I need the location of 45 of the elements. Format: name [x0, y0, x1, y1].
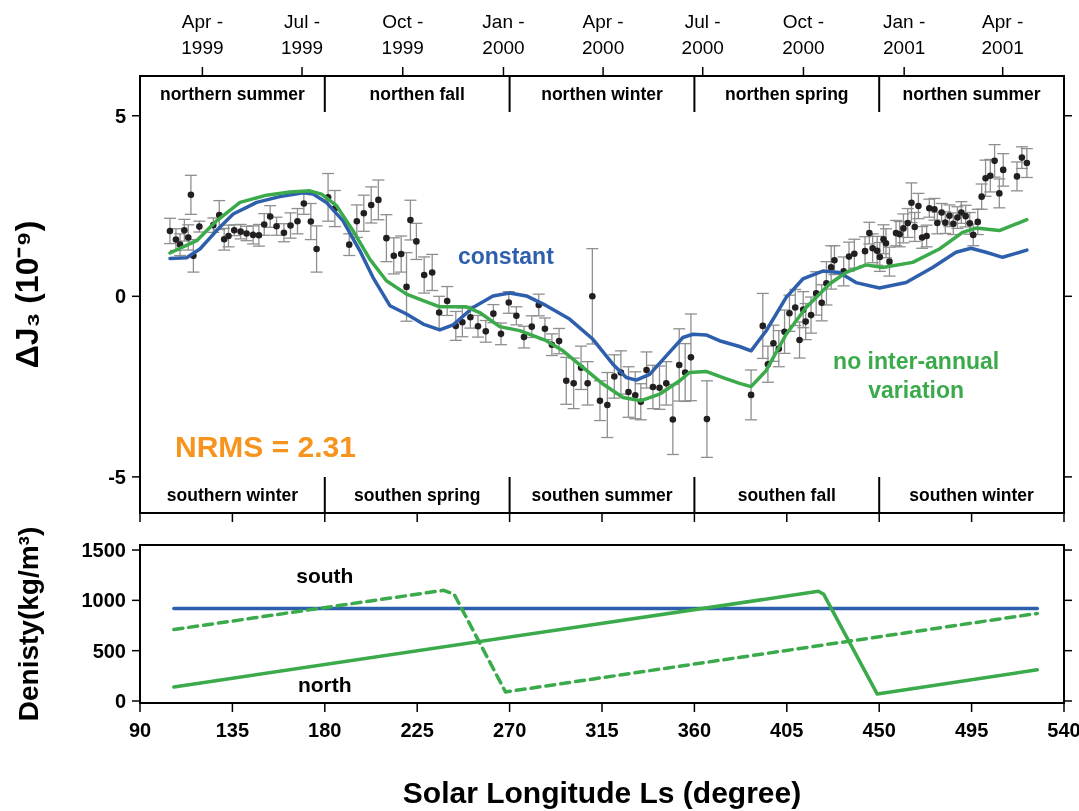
y-axis-title: Denisty(kg/m³): [13, 526, 44, 722]
y-tick-label: 5: [114, 104, 126, 127]
series-label: south: [296, 563, 354, 587]
annotation: northern summer: [159, 84, 306, 104]
x-tick-label: 135: [215, 719, 250, 741]
y-tick-label: 0: [114, 689, 126, 712]
x-tick-label: 315: [585, 719, 619, 741]
annotation: northen summer: [902, 84, 1041, 104]
y-axis-title: ΔJ₃ (10⁻⁹): [9, 220, 45, 369]
x-tick-label: 540: [1047, 719, 1079, 741]
x-tick-label: 270: [492, 719, 527, 741]
x2-tick-label: Apr - 2000: [581, 11, 625, 58]
x-tick-label: 405: [770, 719, 804, 741]
x-tick-label: 360: [677, 719, 712, 741]
annotation: southen summer: [531, 485, 673, 505]
x2-tick-label: Oct - 1999: [381, 11, 424, 58]
x-axis-title: Solar Longitude Ls (degree): [402, 776, 802, 809]
x2-tick-label: Jan - 2000: [482, 11, 525, 58]
annotation: northen spring: [725, 84, 849, 104]
annotation: southern winter: [166, 485, 299, 505]
x2-tick-label: Apr - 2001: [981, 11, 1024, 58]
annotation: NRMS = 2.31: [175, 430, 356, 463]
annotation: southen winter: [909, 485, 1035, 505]
y-tick-label: 500: [92, 639, 126, 662]
y-tick-label: 1500: [81, 539, 126, 562]
x2-tick-label: Apr - 1999: [181, 11, 224, 58]
x-tick-label: 180: [308, 719, 342, 741]
x2-tick-label: Jul - 1999: [280, 11, 324, 58]
annotation: southen spring: [354, 485, 481, 505]
x-tick-label: 495: [954, 719, 989, 741]
series-label: no inter-annual variation: [833, 347, 1000, 403]
x2-tick-label: Jan - 2001: [883, 11, 926, 58]
y-tick-label: -5: [108, 465, 126, 488]
annotation: northen fall: [369, 84, 465, 104]
x2-tick-label: Oct - 2000: [782, 11, 825, 58]
annotation: northen winter: [541, 84, 663, 104]
x-tick-label: 90: [128, 719, 152, 741]
y-tick-label: 1000: [81, 589, 126, 612]
x-tick-label: 225: [400, 719, 434, 741]
series-label: constant: [457, 242, 555, 269]
series-label: north: [297, 672, 352, 696]
annotation: southen fall: [737, 485, 836, 505]
x2-tick-label: Jul - 2000: [681, 11, 724, 58]
x-tick-label: 450: [862, 719, 896, 741]
y-tick-label: 0: [114, 285, 126, 308]
